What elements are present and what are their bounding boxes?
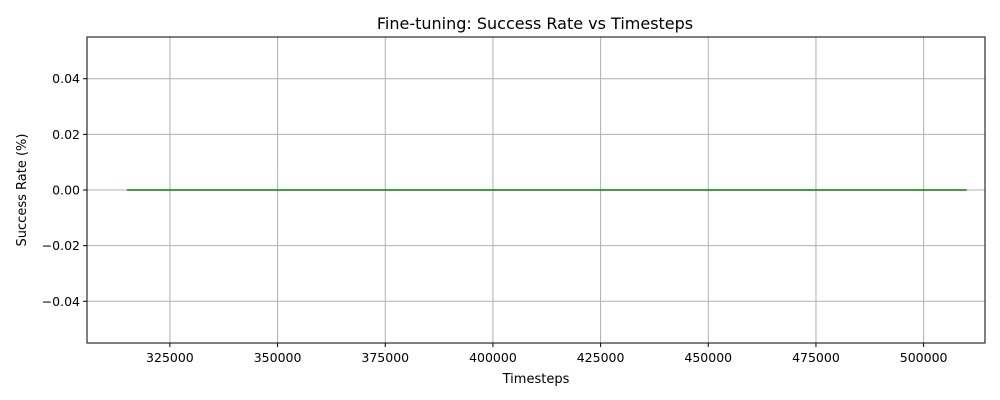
x-tick-label: 475000 [792, 350, 840, 365]
x-axis: 325000 350000 375000 400000 425000 450000 4750… [146, 343, 948, 365]
x-tick-label: 400000 [469, 350, 517, 365]
x-axis-title: Timesteps [502, 372, 570, 387]
x-tick-label: 350000 [254, 350, 302, 365]
x-tick-label: 325000 [146, 350, 194, 365]
y-tick-label: 0.04 [52, 71, 80, 86]
chart-title: Fine-tuning: Success Rate vs Timesteps [377, 14, 693, 33]
y-tick-label: 0.02 [52, 127, 80, 142]
x-tick-label: 500000 [900, 350, 948, 365]
x-tick-label: 450000 [684, 350, 732, 365]
x-tick-label: 375000 [361, 350, 409, 365]
y-tick-label: 0.00 [52, 183, 80, 198]
y-tick-label: −0.04 [42, 294, 80, 309]
x-tick-label: 425000 [577, 350, 625, 365]
y-axis-title: Success Rate (%) [15, 134, 30, 247]
y-tick-label: −0.02 [42, 238, 80, 253]
y-axis: −0.04 −0.02 0.00 0.02 0.04 [42, 71, 87, 309]
